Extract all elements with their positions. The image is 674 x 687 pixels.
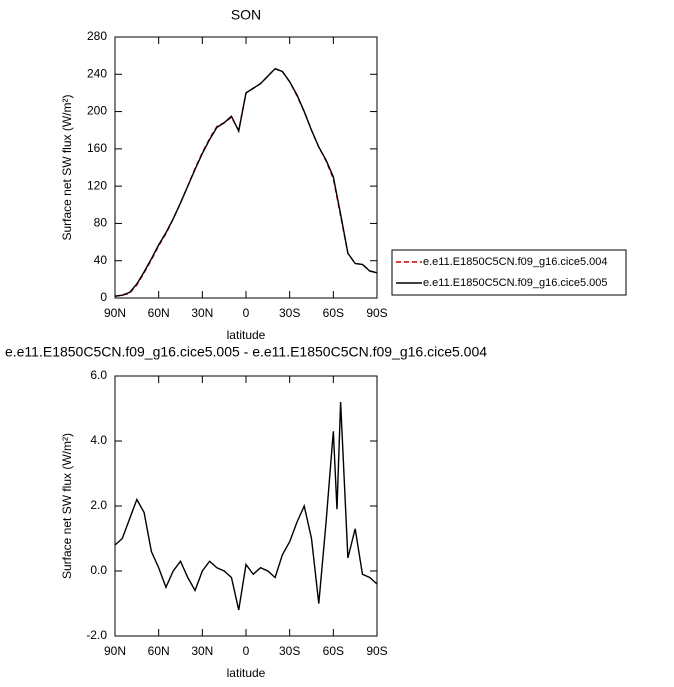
x-tick-label: 90N <box>104 306 126 320</box>
x-tick-label: 90S <box>366 306 387 320</box>
y-tick-label: 2.0 <box>90 498 107 512</box>
plot-frame <box>114 375 378 637</box>
x-tick-label: 30N <box>191 644 213 658</box>
x-axis-label: latitude <box>227 666 266 680</box>
y-tick-label: 4.0 <box>90 433 107 447</box>
legend-box <box>391 249 627 296</box>
y-tick-label: 240 <box>87 66 107 80</box>
x-tick-label: 30S <box>279 306 300 320</box>
x-tick-label: 30N <box>191 306 213 320</box>
x-tick-label: 90S <box>366 644 387 658</box>
y-tick-label: 200 <box>87 104 107 118</box>
y-axis-label: Surface net SW flux (W/m²) <box>60 433 74 579</box>
legend-label: e.e11.E1850C5CN.f09_g16.cice5.004 <box>423 256 608 268</box>
x-tick-label: 60N <box>148 644 170 658</box>
x-tick-label: 0 <box>243 644 250 658</box>
y-tick-label: 0 <box>100 290 107 304</box>
y-axis-label: Surface net SW flux (W/m²) <box>60 94 74 240</box>
x-tick-label: 60S <box>323 306 344 320</box>
series-line <box>114 401 378 611</box>
plot-frame <box>114 36 378 299</box>
x-tick-label: 0 <box>243 306 250 320</box>
y-tick-label: 160 <box>87 141 107 155</box>
y-tick-label: 6.0 <box>90 368 107 382</box>
legend-label: e.e11.E1850C5CN.f09_g16.cice5.005 <box>423 277 608 289</box>
x-tick-label: 90N <box>104 644 126 658</box>
y-tick-label: 120 <box>87 178 107 192</box>
y-tick-label: 280 <box>87 29 107 43</box>
chart-title: SON <box>231 7 261 23</box>
x-axis-label: latitude <box>227 328 266 342</box>
x-tick-label: 60N <box>148 306 170 320</box>
chart-title: e.e11.E1850C5CN.f09_g16.cice5.005 - e.e1… <box>5 344 487 360</box>
series-line <box>114 67 378 297</box>
y-tick-label: 40 <box>94 253 108 267</box>
x-tick-label: 60S <box>323 644 344 658</box>
y-tick-label: 0.0 <box>90 563 107 577</box>
y-tick-label: -2.0 <box>86 628 107 642</box>
y-tick-label: 80 <box>94 216 108 230</box>
x-tick-label: 30S <box>279 644 300 658</box>
series-line <box>114 67 378 297</box>
